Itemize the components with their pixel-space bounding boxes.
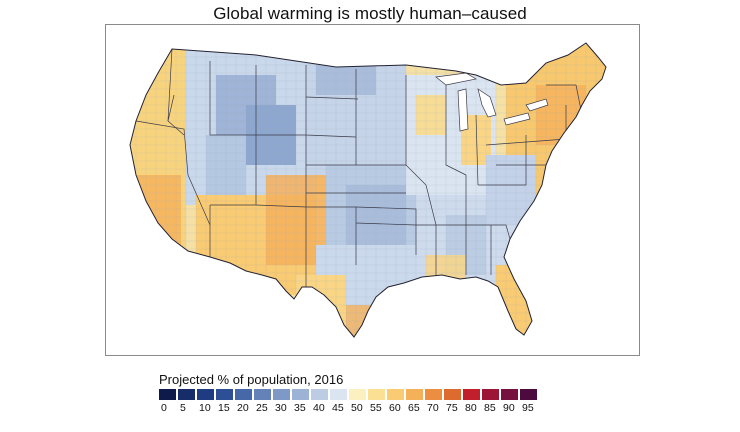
legend-label-30: 30 (275, 402, 287, 414)
legend-swatch-20 (235, 389, 252, 400)
legend-label-20: 20 (237, 402, 249, 414)
legend-label-95: 95 (522, 402, 534, 414)
legend-label-90: 90 (503, 402, 515, 414)
county-fill-layer (130, 45, 606, 337)
legend-swatch-80 (463, 389, 480, 400)
legend-label-10: 10 (199, 402, 211, 414)
legend-swatch-85 (482, 389, 499, 400)
legend-swatch-60 (387, 389, 404, 400)
legend-swatch-25 (254, 389, 271, 400)
legend-label-35: 35 (294, 402, 306, 414)
legend-label-60: 60 (389, 402, 401, 414)
great-lakes (435, 72, 549, 132)
legend-title: Projected % of population, 2016 (159, 372, 344, 387)
map-title: Global warming is mostly human–caused (213, 4, 527, 23)
legend-swatch-65 (406, 389, 423, 400)
legend-swatch-75 (444, 389, 461, 400)
legend-label-75: 75 (446, 402, 458, 414)
us-county-map (129, 42, 607, 338)
legend-label-0: 0 (161, 402, 167, 414)
legend-label-70: 70 (427, 402, 439, 414)
legend-label-25: 25 (256, 402, 268, 414)
legend-swatch-5 (178, 389, 195, 400)
legend-swatch-10 (197, 389, 214, 400)
legend-label-80: 80 (465, 402, 477, 414)
legend-swatch-40 (311, 389, 328, 400)
legend-label-40: 40 (313, 402, 325, 414)
legend-swatch-90 (501, 389, 518, 400)
legend-swatch-15 (216, 389, 233, 400)
legend-swatch-95 (520, 389, 537, 400)
legend-swatch-35 (292, 389, 309, 400)
legend-swatch-45 (330, 389, 347, 400)
state-boundaries (135, 48, 583, 287)
legend-swatch-70 (425, 389, 442, 400)
legend-swatch-30 (273, 389, 290, 400)
legend-swatches (159, 389, 539, 400)
legend-swatch-0 (159, 389, 176, 400)
map-frame (105, 24, 640, 356)
legend-label-85: 85 (484, 402, 496, 414)
legend-swatch-50 (349, 389, 366, 400)
legend-label-5: 5 (180, 402, 186, 414)
legend-label-65: 65 (408, 402, 420, 414)
legend-swatch-55 (368, 389, 385, 400)
legend-label-45: 45 (332, 402, 344, 414)
legend-label-55: 55 (370, 402, 382, 414)
legend-label-15: 15 (218, 402, 230, 414)
legend-label-50: 50 (351, 402, 363, 414)
